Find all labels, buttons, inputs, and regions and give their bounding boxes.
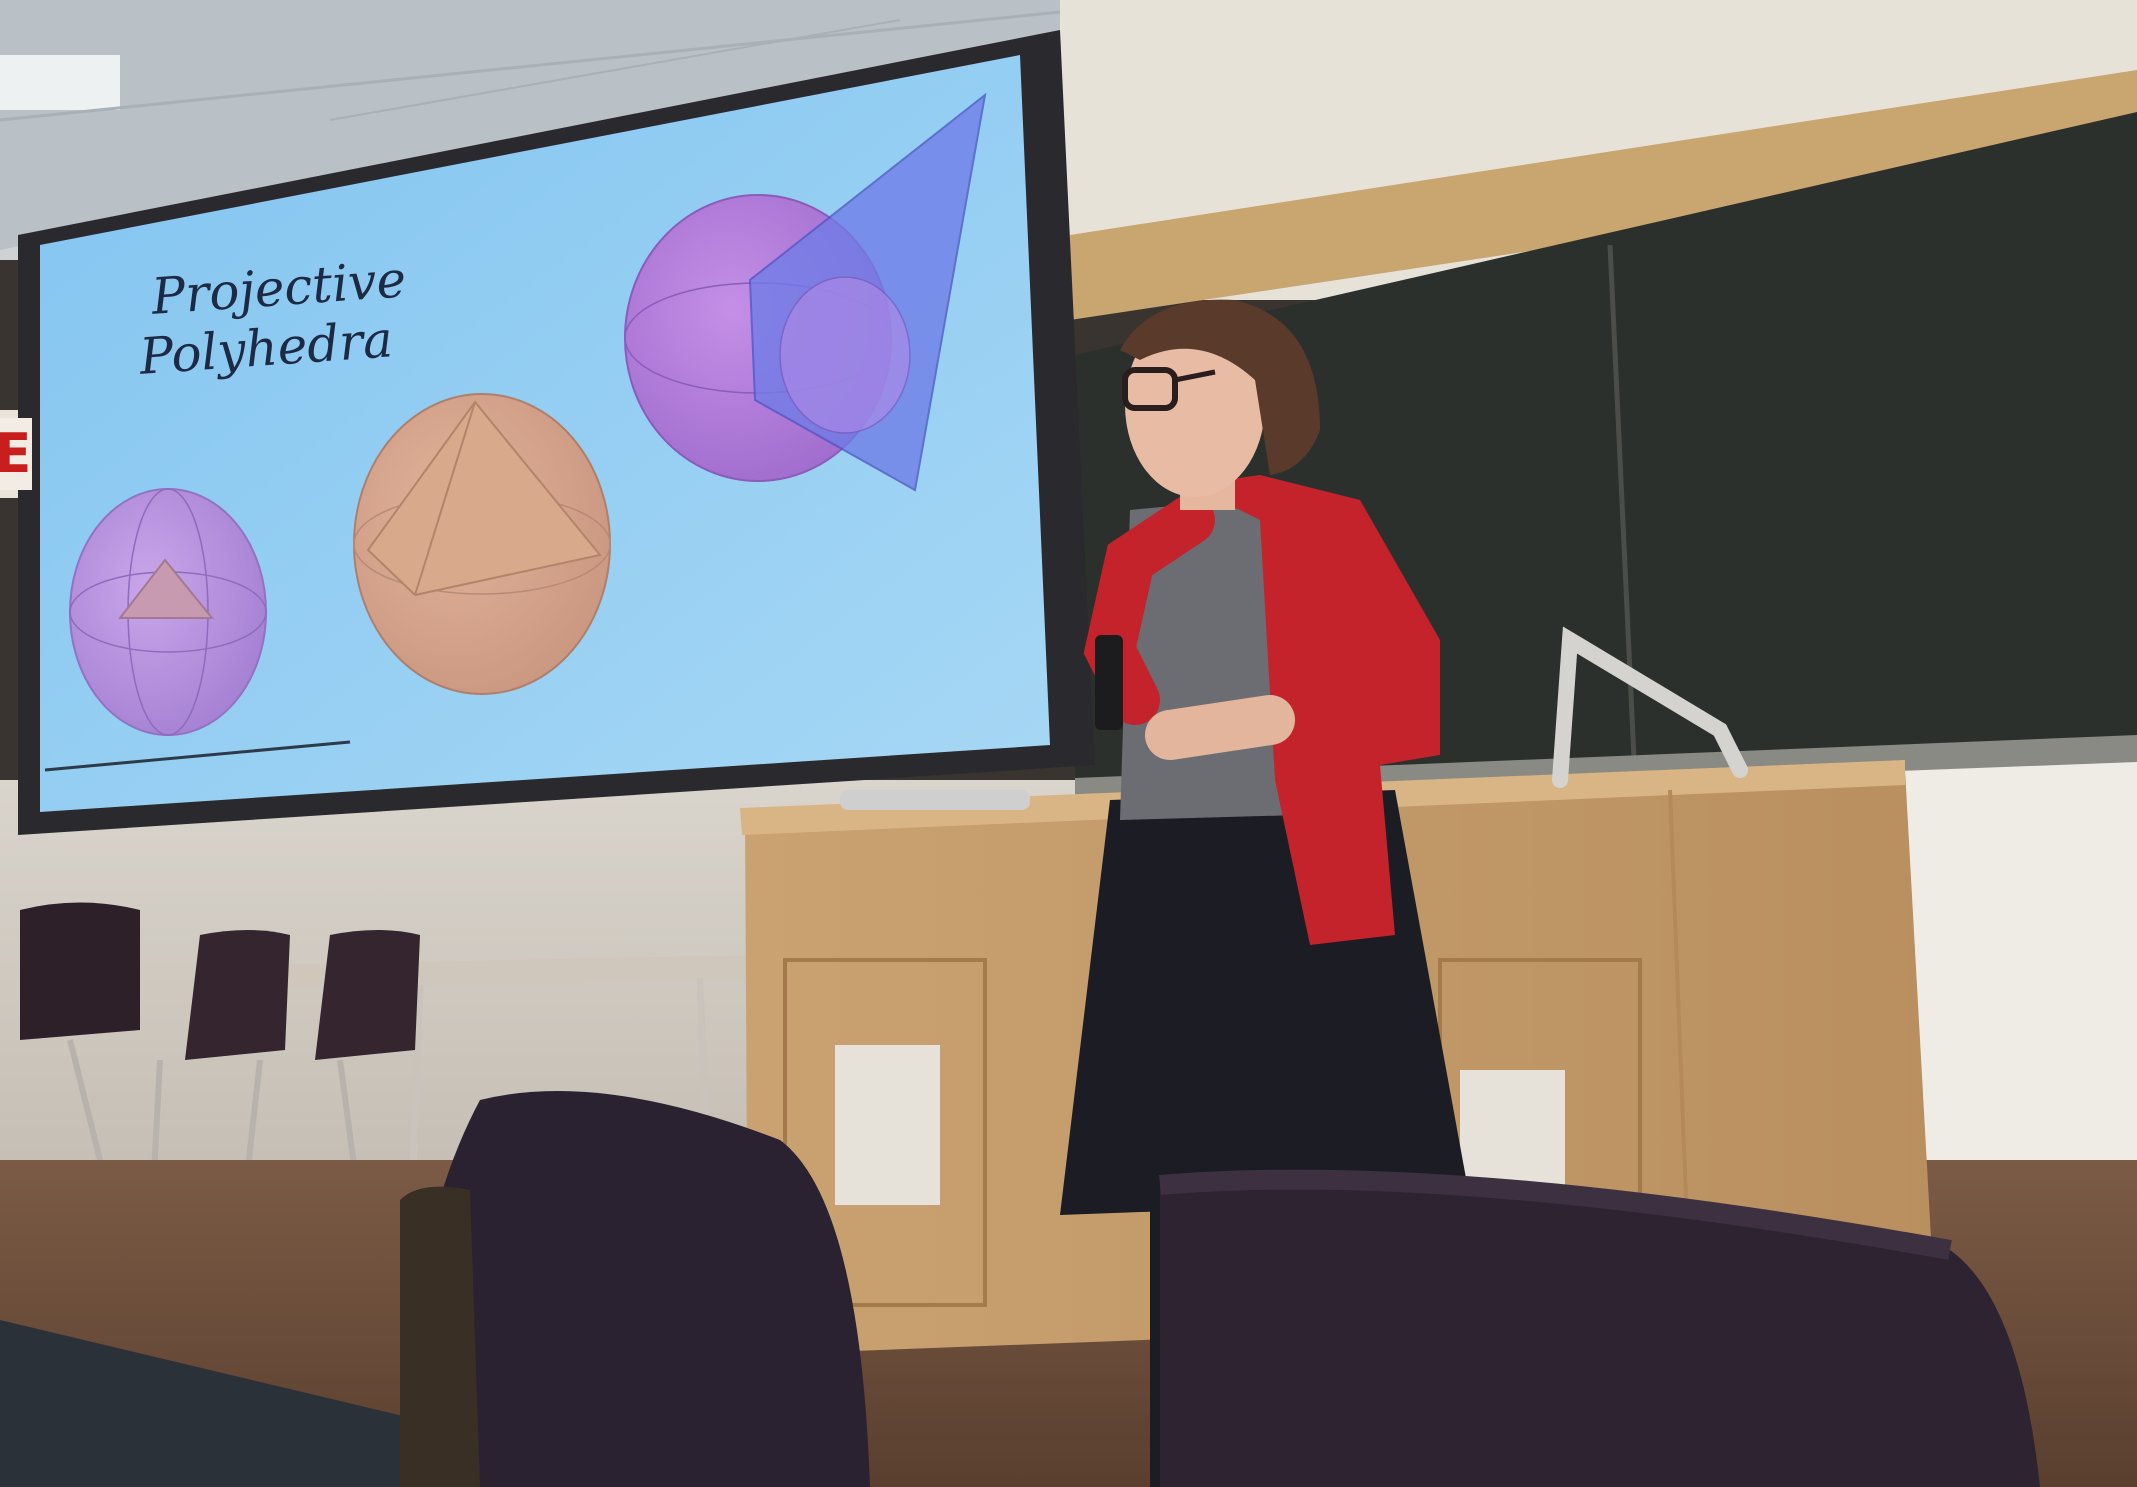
floor-mat bbox=[0, 1320, 420, 1487]
medium-sphere-with-tetrahedron bbox=[353, 393, 611, 695]
projection-screen bbox=[18, 30, 1095, 835]
stacked-chairs bbox=[20, 902, 420, 1251]
small-sphere-with-tetrahedron bbox=[69, 488, 267, 736]
large-sphere-with-cone bbox=[624, 92, 987, 492]
exit-sign: E bbox=[0, 418, 32, 490]
foreground-chairs bbox=[400, 1091, 2040, 1487]
